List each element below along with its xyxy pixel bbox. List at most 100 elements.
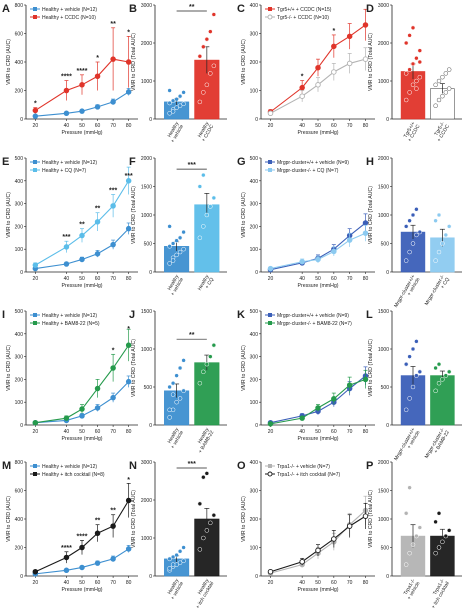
category-label: Tgr5+/++ CCDC	[402, 121, 422, 143]
data-point	[110, 523, 116, 529]
data-point	[201, 369, 206, 375]
y-tick-label: 0	[255, 574, 258, 580]
legend-marker	[33, 7, 37, 11]
significance-marker: **	[95, 206, 101, 213]
data-point	[94, 385, 101, 392]
data-point	[410, 82, 416, 88]
data-point	[125, 378, 132, 385]
category-label: Healthy+ vehicle	[165, 274, 185, 297]
category-label: Trpa1-/-+ vehicle	[402, 578, 422, 601]
legend-label: Mrgpr-cluster-/- + CQ (N=7)	[277, 168, 339, 174]
y-tick-label: 200	[15, 377, 24, 383]
data-point	[410, 384, 416, 390]
legend-marker	[268, 168, 272, 172]
x-tick-label: 50	[315, 429, 321, 435]
data-point	[63, 244, 70, 250]
data-point	[414, 533, 419, 539]
data-point	[197, 501, 203, 507]
data-point	[174, 373, 179, 378]
data-point	[417, 525, 423, 530]
data-point	[433, 103, 438, 108]
data-point	[167, 244, 172, 249]
data-point	[177, 93, 183, 99]
data-point	[181, 388, 186, 394]
data-point	[181, 545, 186, 550]
significance-marker: *	[127, 29, 130, 36]
data-point	[79, 413, 85, 419]
data-point	[446, 86, 452, 91]
x-tick-label: 70	[347, 580, 353, 586]
significance-marker: *	[96, 55, 99, 62]
x-tick-label: 20	[268, 429, 274, 435]
x-tick-label: 20	[33, 276, 39, 282]
data-point	[181, 246, 186, 252]
category-label: Healthy+ vehicle	[165, 578, 185, 601]
y-tick-label: 0	[255, 117, 258, 123]
data-point	[407, 218, 412, 223]
y-tick-label: 2000	[141, 498, 152, 504]
data-point	[403, 511, 409, 516]
y-tick-label: 100	[250, 546, 259, 552]
data-point	[410, 346, 416, 352]
significance-marker: **	[110, 21, 116, 28]
data-point	[446, 369, 452, 375]
x-tick-label: 50	[315, 123, 321, 129]
y-tick-label: 400	[250, 332, 259, 338]
data-point	[181, 229, 186, 235]
y-tick-label: 400	[250, 3, 259, 9]
x-tick-label: 80	[363, 580, 369, 586]
data-point	[174, 238, 179, 243]
data-point	[197, 184, 203, 189]
x-tick-label: 50	[79, 429, 85, 435]
category-label: Healthy+ CCDC	[196, 121, 216, 143]
category-label: Healthy+ vehicle	[165, 121, 185, 144]
category-label: Trpa1-/-+ itch cocktail	[426, 578, 451, 608]
series-line	[35, 548, 129, 575]
x-tick-label: 70	[110, 429, 116, 435]
x-tick-label: 60	[331, 123, 337, 129]
data-point	[63, 554, 70, 561]
y-tick-label: 0	[149, 270, 152, 276]
x-tick-label: 70	[347, 276, 353, 282]
data-point	[201, 44, 206, 50]
data-point	[417, 74, 423, 80]
significance-marker: **	[110, 508, 116, 515]
panel-l: L 0 500 1000 1500 VMR to CRD (Total AUC) Mrgpr…	[366, 309, 462, 462]
y-tick-label: 800	[15, 3, 24, 9]
data-point	[414, 86, 419, 91]
data-point	[436, 78, 442, 84]
data-point	[125, 89, 132, 95]
data-point	[197, 380, 203, 386]
significance-marker: ***	[188, 461, 196, 468]
panel-label: K	[237, 309, 245, 321]
x-tick-label: 80	[126, 429, 132, 435]
data-point	[201, 172, 206, 178]
data-point	[197, 235, 203, 241]
data-point	[167, 111, 172, 116]
y-tick-label: 500	[250, 156, 259, 162]
data-point	[407, 33, 412, 38]
y-axis-label: VMR to CRD (Total AUC)	[368, 33, 374, 91]
x-axis-label: Pressure (mmHg)	[62, 587, 103, 593]
panel-f: F 0 500 1000 1500 2000 VMR to CRD (Total AUC) H…	[129, 156, 227, 297]
y-tick-label: 400	[250, 179, 259, 185]
series-line	[270, 222, 366, 271]
data-point	[174, 105, 179, 110]
bar	[194, 362, 220, 426]
legend-label: Tgr5-/- + CCDC (N=10)	[277, 15, 329, 21]
significance-marker: ***	[125, 173, 133, 180]
significance-marker: **	[189, 4, 195, 11]
y-tick-label: 500	[381, 242, 390, 248]
data-point	[167, 224, 172, 229]
y-tick-label: 0	[20, 117, 23, 123]
legend-label: Mrgpr-cluster+/+ + vehicle (N=9)	[277, 313, 349, 319]
data-point	[201, 535, 206, 541]
data-point	[167, 566, 172, 571]
data-point	[167, 415, 172, 420]
data-point	[440, 539, 445, 545]
data-point	[407, 396, 412, 401]
x-tick-label: 40	[64, 429, 70, 435]
y-tick-label: 1000	[378, 517, 389, 523]
data-point	[79, 256, 85, 263]
data-point	[407, 354, 412, 359]
